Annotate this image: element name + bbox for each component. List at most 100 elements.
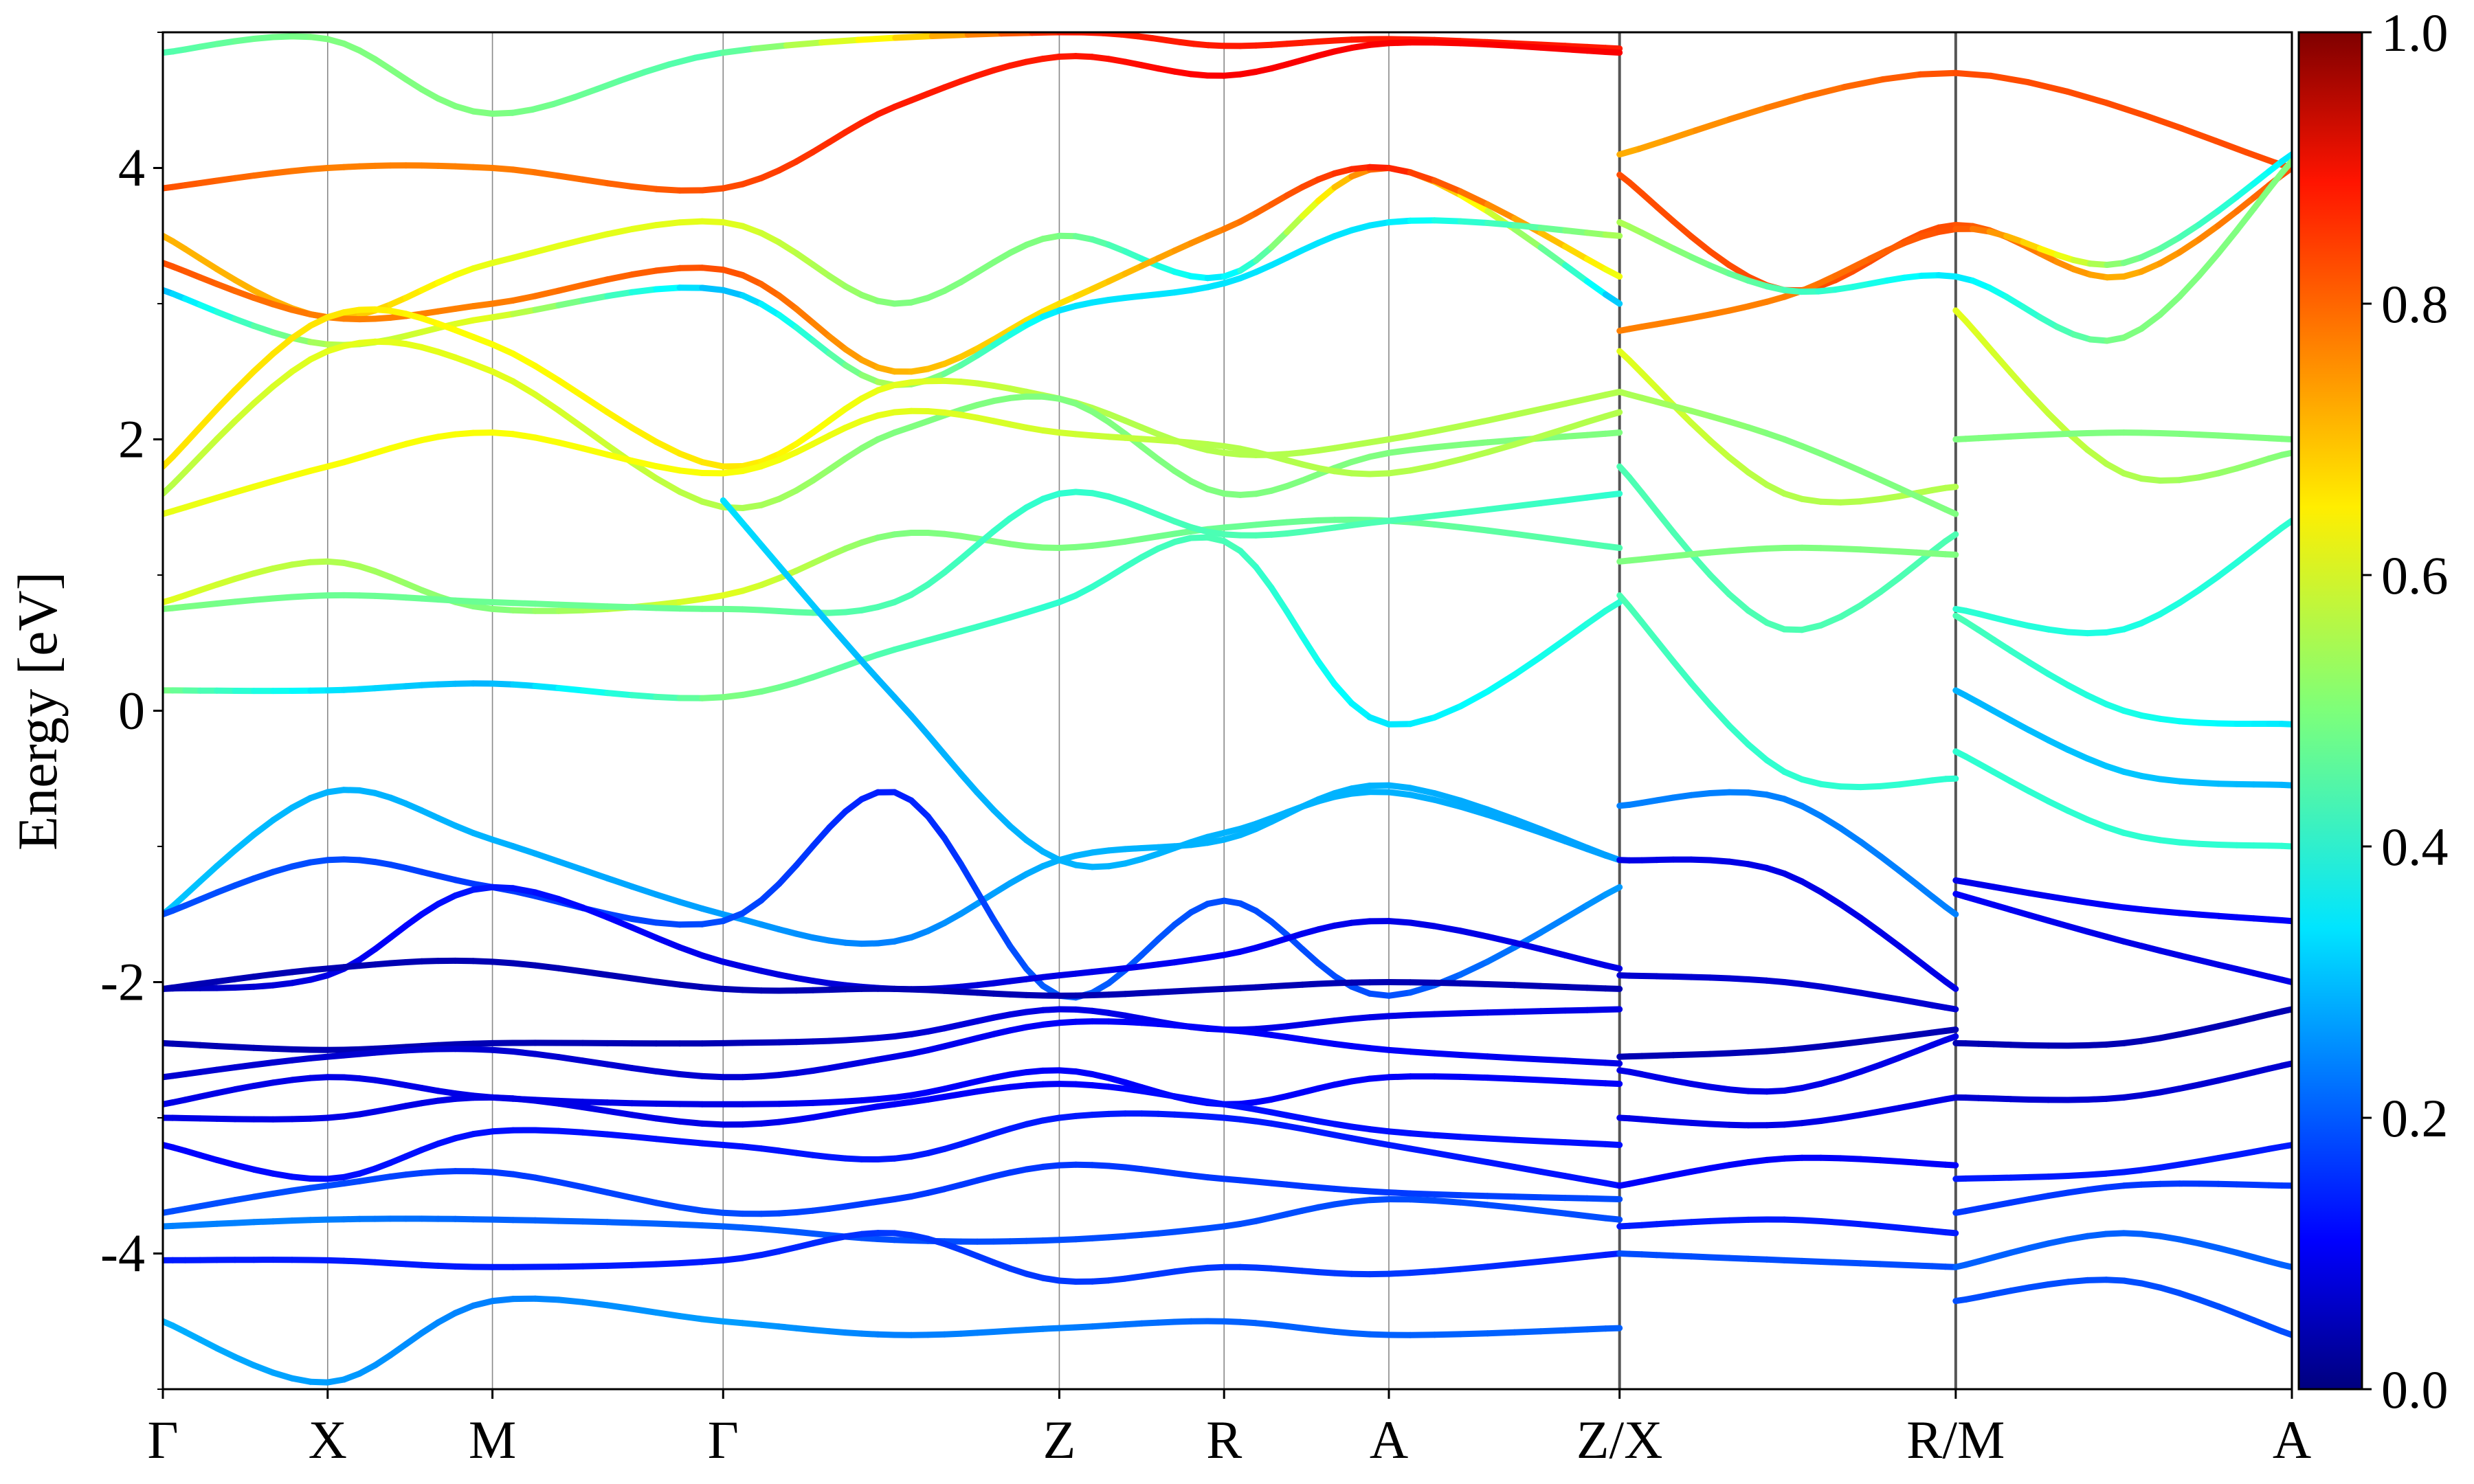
band-segment (289, 976, 314, 987)
band-segment (793, 324, 816, 344)
band-segment (1802, 84, 1848, 100)
band-segment (2196, 470, 2222, 481)
band-segment (1511, 982, 1544, 989)
band-segment (739, 458, 765, 469)
band-segment (1818, 1114, 1844, 1124)
band-segment (1511, 433, 1544, 448)
band-segment (1431, 1191, 1464, 1199)
band-segment (1726, 546, 1752, 554)
band-segment (1688, 856, 1713, 864)
band-segment (2278, 1328, 2292, 1338)
band-segment (2278, 1142, 2292, 1150)
band-segment (1706, 701, 1732, 729)
band-segment (510, 166, 539, 176)
band-segment (1763, 619, 1787, 633)
band-segment (1602, 1215, 1623, 1223)
band-segment (1726, 722, 1752, 748)
band-segment (532, 302, 562, 313)
band-segment (653, 891, 683, 906)
band-segment (1858, 1156, 1884, 1164)
band-segment (629, 916, 660, 926)
band-segment (1366, 436, 1392, 446)
band-segment (2138, 429, 2163, 436)
band-segment (2176, 718, 2203, 726)
band-segment (699, 1207, 726, 1216)
band-segment (2233, 194, 2258, 214)
band-segment (1407, 791, 1438, 803)
band-segment (2026, 390, 2052, 417)
band-segment (1431, 1331, 1464, 1338)
band-segment (489, 1169, 517, 1178)
band-series (1952, 1180, 2292, 1216)
band-segment (2157, 908, 2183, 917)
band-segment (941, 279, 964, 294)
band-segment (1007, 504, 1030, 522)
band-segment (699, 498, 726, 510)
band-segment (1537, 636, 1569, 660)
band-segment (2026, 788, 2052, 805)
band-segment (489, 429, 517, 438)
band-segment (974, 888, 997, 923)
band-segment (1511, 43, 1544, 51)
band-segment (1315, 960, 1338, 980)
band-segment (232, 1061, 257, 1071)
band-segment (489, 884, 517, 892)
band-segment (2020, 304, 2043, 321)
band-segment (1942, 978, 1959, 992)
band-segment (1877, 1261, 1903, 1268)
band-segment (2176, 952, 2203, 963)
band-segment (2215, 559, 2240, 580)
band-segment (2233, 180, 2258, 200)
band-segment (2045, 798, 2071, 814)
band-segment (197, 863, 221, 885)
band-segment (1986, 284, 2010, 300)
band-segment (2176, 1081, 2203, 1092)
band-segment (2045, 1189, 2071, 1200)
band-segment (2064, 682, 2091, 699)
band-segment (2233, 205, 2258, 234)
band-segment (1407, 714, 1438, 728)
band-segment (2196, 1155, 2222, 1165)
band-segment (1562, 43, 1590, 50)
band-segment (1837, 498, 1864, 506)
band-segment (2084, 755, 2110, 769)
band-segment (1562, 1326, 1590, 1334)
band-segment (1457, 688, 1491, 710)
band-segment (510, 681, 539, 689)
band-segment (826, 333, 849, 352)
band-segment (232, 172, 257, 181)
band-segment (1385, 515, 1414, 524)
band-segment (2138, 245, 2163, 261)
band-segment (532, 391, 562, 414)
band-segment (1653, 508, 1677, 536)
band-segment (1537, 1327, 1569, 1335)
band-segment (2278, 151, 2292, 165)
band-segment (555, 439, 586, 452)
band-segment (1537, 1168, 1569, 1180)
band-segment (2138, 1164, 2163, 1173)
band-segment (699, 218, 726, 225)
band-segment (2196, 1023, 2222, 1034)
band-segment (1726, 975, 1752, 982)
band-segment (629, 183, 660, 192)
band-segment (1562, 537, 1590, 547)
band-segment (2064, 1233, 2091, 1243)
y-tick-label: 2 (118, 409, 145, 469)
band-segment (1299, 945, 1322, 967)
band-segment (470, 429, 496, 436)
band-segment (2278, 721, 2292, 728)
band-series (163, 164, 1623, 375)
band-segment (1457, 439, 1491, 448)
band-segment (1584, 958, 1609, 969)
band-segment (1990, 350, 2014, 376)
band-segment (1457, 1052, 1491, 1060)
band-segment (250, 1190, 276, 1200)
band-segment (2215, 1019, 2240, 1030)
band-segment (928, 32, 971, 39)
band-segment (739, 897, 765, 917)
band-segment (908, 712, 931, 739)
band-segment (1706, 548, 1732, 556)
band-segment (1626, 603, 1645, 625)
band-segment (579, 1104, 611, 1114)
